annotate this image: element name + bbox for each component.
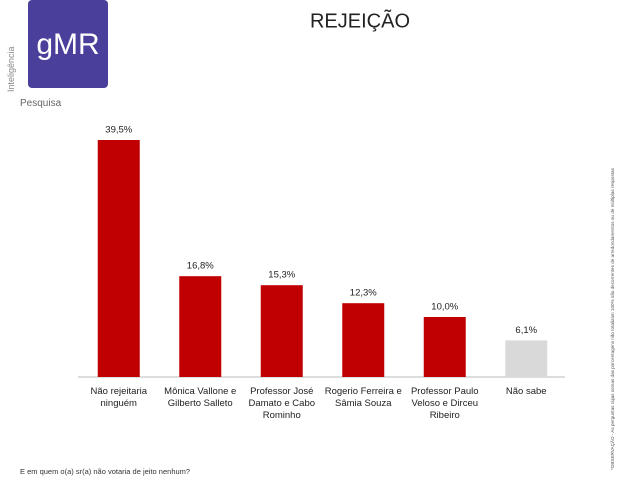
bar (97, 140, 140, 377)
logo-brand: gMR (36, 28, 99, 61)
data-label: 6,1% (515, 325, 537, 336)
x-tick-label: Mônica Vallone e Gilberto Salleto (164, 386, 237, 409)
data-label: 12,3% (350, 288, 377, 299)
bar (342, 303, 385, 377)
x-tick-label: Rogerio Ferreira e Sâmia Souza (324, 386, 402, 409)
side-note: *OBSERVAÇÃO - As perguntas cujas somas d… (609, 167, 615, 470)
data-label: 39,5% (105, 125, 132, 136)
bar (505, 340, 548, 377)
logo-vertical: Inteligência (6, 46, 16, 92)
data-label: 10,0% (431, 302, 458, 313)
data-label: 16,8% (187, 261, 214, 272)
x-tick-label: Professor José Damato e Cabo Rominho (248, 386, 316, 421)
logo-sub: Pesquisa (20, 98, 62, 109)
chart-title: REJEIÇÃO (310, 8, 410, 32)
logo-box (28, 0, 108, 88)
bar (179, 276, 222, 377)
x-tick-label: Professor Paulo Veloso e Dirceu Ribeiro (410, 386, 479, 421)
bar (260, 285, 303, 377)
bar (423, 317, 466, 377)
footnote: E em quem o(a) sr(a) não votaria de jeit… (20, 467, 190, 476)
data-label: 15,3% (268, 270, 295, 281)
x-tick-label: Não rejeitaria ninguém (90, 386, 148, 409)
x-tick-label: Não sabe (505, 386, 547, 397)
